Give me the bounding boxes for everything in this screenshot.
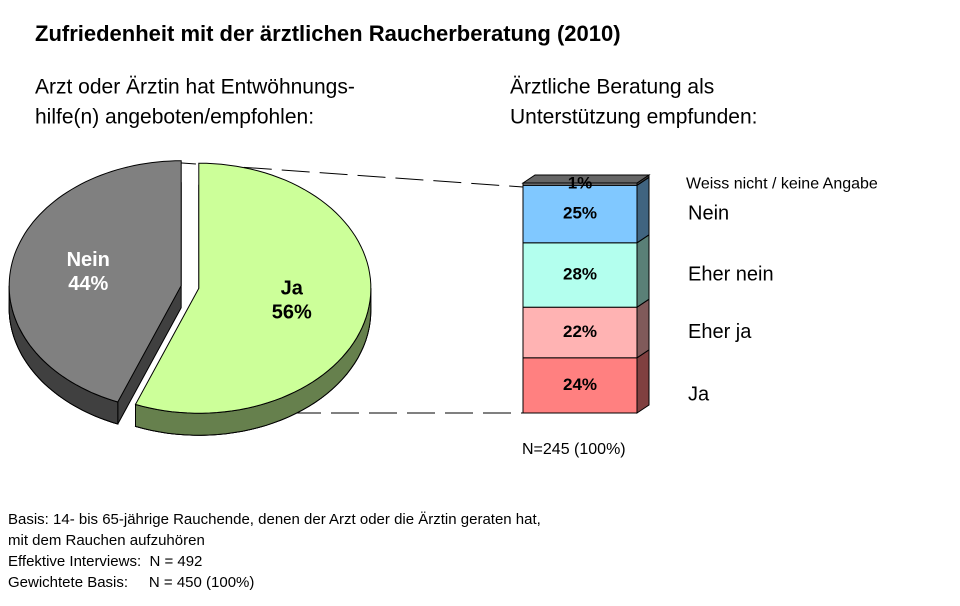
bar-segment — [522, 357, 638, 414]
bar-title: Unterstützung empfunden: — [510, 106, 758, 129]
bar-value-label: 22% — [563, 322, 597, 341]
slice-label: Ja — [281, 277, 304, 299]
bar-value-label: 25% — [563, 204, 597, 223]
bar-category-label: Eher nein — [688, 263, 774, 285]
footnote: Effektive Interviews: N = 492 — [8, 553, 202, 570]
pie-title: hilfe(n) angeboten/empfohlen: — [35, 106, 314, 129]
slice-value-label: 56% — [272, 301, 312, 323]
footnote: mit dem Rauchen aufzuhören — [8, 532, 205, 549]
bar-category-label: Eher ja — [688, 321, 752, 343]
bar-top — [521, 174, 651, 184]
bar-category-label: Ja — [688, 384, 710, 406]
bar-value-label: 24% — [563, 375, 597, 394]
bar-note: N=245 (100%) — [522, 441, 626, 458]
bar-side — [636, 348, 650, 414]
bar-title: Ärztliche Beratung als — [510, 76, 714, 99]
bar-value-label: 28% — [563, 264, 597, 283]
bar-side — [636, 298, 650, 359]
bar-segment — [522, 306, 638, 359]
slice-label: Nein — [67, 249, 110, 271]
pie-title: Arzt oder Ärztin hat Entwöhnungs- — [35, 76, 355, 99]
bar-side — [636, 176, 650, 244]
slice-value-label: 44% — [68, 273, 108, 295]
pie-slice — [134, 162, 372, 414]
footnote: Gewichtete Basis: N = 450 (100%) — [8, 574, 254, 591]
bar-category-label: Weiss nicht / keine Angabe — [686, 175, 878, 192]
pie-slice — [8, 160, 182, 403]
bar-category-label: Nein — [688, 202, 729, 224]
bar-side — [636, 233, 650, 309]
footnote: Basis: 14- bis 65-jährige Rauchende, den… — [8, 511, 541, 528]
chart-title: Zufriedenheit mit der ärztlichen Raucher… — [35, 21, 621, 46]
bar-value-label: 1% — [568, 174, 593, 193]
